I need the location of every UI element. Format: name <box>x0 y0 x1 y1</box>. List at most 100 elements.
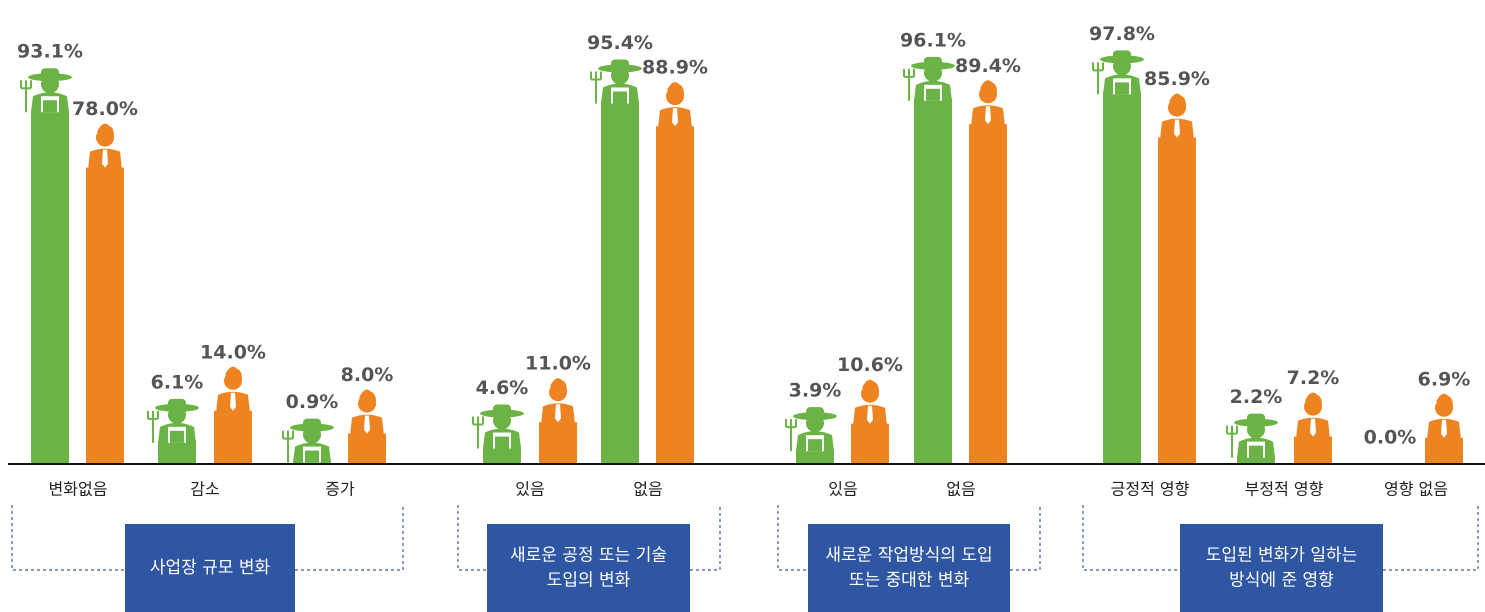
icon-hair <box>980 80 997 93</box>
group-bracket <box>777 505 1041 571</box>
icon-hair <box>1169 93 1186 106</box>
icon-overall-front <box>808 439 822 452</box>
bar <box>851 423 889 464</box>
icon-tie <box>364 415 370 434</box>
icon-hair <box>1305 392 1322 405</box>
icon-hat-crown <box>806 407 824 417</box>
worker-icon <box>216 366 250 413</box>
icon-hat-crown <box>1247 413 1265 423</box>
group-label: 도입의 변화 <box>547 571 631 591</box>
icon-hair <box>667 82 684 95</box>
bar <box>348 433 386 464</box>
icon-tie <box>1441 419 1447 438</box>
icon-fork <box>590 71 602 104</box>
worker-icon <box>853 379 887 426</box>
icon-fork <box>147 410 159 443</box>
group-label: 또는 중대한 변화 <box>849 571 970 591</box>
icon-hair <box>97 123 114 136</box>
bar <box>1294 436 1332 464</box>
bar <box>914 98 952 464</box>
value-label: 7.2% <box>1287 367 1340 389</box>
x-tick-label: 부정적 영향 <box>1245 480 1324 499</box>
icon-fork <box>903 68 915 101</box>
icon-fork <box>1226 425 1238 458</box>
bar <box>31 110 69 464</box>
icon-hat-crown <box>493 404 511 414</box>
icon-tie <box>555 404 561 423</box>
worker-icon <box>658 82 692 129</box>
value-label: 96.1% <box>900 29 966 51</box>
bar <box>1425 437 1463 464</box>
icon-overall-front <box>1249 445 1263 458</box>
farmer-icon <box>20 68 72 113</box>
icon-overall-front <box>1115 82 1129 95</box>
icon-overall-front <box>613 91 627 104</box>
icon-overall-front <box>43 100 57 113</box>
value-label: 4.6% <box>476 377 529 399</box>
icon-hair <box>862 379 879 392</box>
group-box <box>125 524 295 612</box>
icon-hat-crown <box>303 418 321 428</box>
icon-hat-crown <box>168 398 186 408</box>
icon-overall-front <box>170 430 184 443</box>
group-bracket <box>1082 505 1479 571</box>
icon-tie <box>985 106 991 125</box>
icon-hat-crown <box>41 68 59 78</box>
value-label: 11.0% <box>525 353 591 375</box>
icon-tie <box>230 392 236 411</box>
group-label: 새로운 작업방식의 도입 <box>825 546 992 566</box>
group-label: 새로운 공정 또는 기술 <box>510 546 667 566</box>
x-tick-label: 없음 <box>946 480 975 499</box>
group-box <box>487 524 690 612</box>
value-label: 8.0% <box>341 364 394 386</box>
icon-fork <box>1092 62 1104 95</box>
bar <box>796 449 834 464</box>
worker-icon <box>1427 393 1461 440</box>
value-label: 6.1% <box>151 371 204 393</box>
bar <box>601 101 639 464</box>
icon-tie <box>102 149 108 168</box>
value-label: 97.8% <box>1089 23 1155 45</box>
farmer-icon <box>1226 413 1278 458</box>
farmer-icon <box>590 59 642 104</box>
value-label: 3.9% <box>789 380 842 402</box>
bar <box>1103 92 1141 465</box>
x-tick-label: 감소 <box>190 480 219 499</box>
icon-tie <box>672 108 678 127</box>
value-label: 89.4% <box>955 55 1021 77</box>
farmer-icon <box>282 418 334 463</box>
group-box <box>1180 524 1383 612</box>
x-tick-label: 없음 <box>633 480 662 499</box>
icon-hat-crown <box>1113 50 1131 60</box>
group-box <box>808 524 1010 612</box>
icon-hat-crown <box>924 56 942 66</box>
group-label: 도입된 변화가 일하는 <box>1206 546 1358 566</box>
bar <box>483 446 521 464</box>
icon-fork <box>472 416 484 449</box>
bar <box>1237 455 1275 464</box>
icon-fork <box>785 419 797 452</box>
icon-tie <box>1174 119 1180 138</box>
x-tick-label: 있음 <box>828 480 857 499</box>
group-bracket <box>457 505 721 571</box>
bar <box>1158 137 1196 464</box>
icon-fork <box>20 80 32 113</box>
worker-icon <box>350 389 384 436</box>
x-tick-label: 있음 <box>515 480 544 499</box>
farmer-icon <box>785 407 837 452</box>
value-label: 95.4% <box>587 32 653 54</box>
x-tick-label: 영향 없음 <box>1384 480 1448 499</box>
icon-tie <box>1310 418 1316 437</box>
icon-fork <box>282 430 294 463</box>
farmer-icon <box>903 56 955 101</box>
x-tick-label: 증가 <box>325 480 355 499</box>
value-label: 88.9% <box>642 57 708 79</box>
value-label: 78.0% <box>72 98 138 120</box>
value-label: 10.6% <box>837 354 903 376</box>
group-label: 방식에 준 영향 <box>1229 571 1334 591</box>
bar <box>969 124 1007 464</box>
icon-overall-front <box>305 450 319 463</box>
farmer-icon <box>147 398 199 443</box>
group-bracket <box>11 505 404 571</box>
